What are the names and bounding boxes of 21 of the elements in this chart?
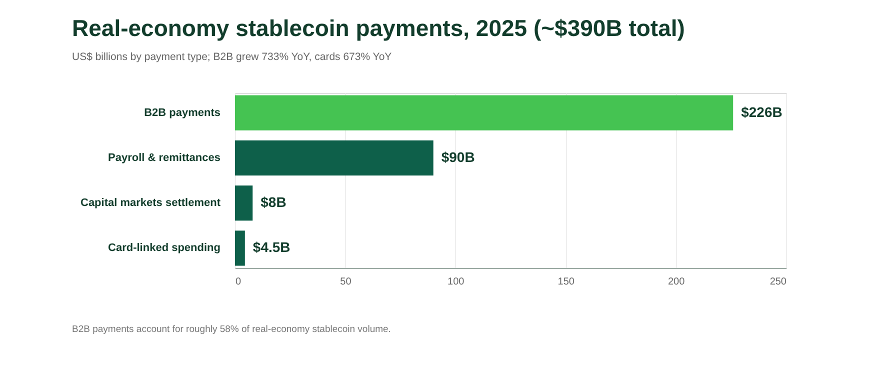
bar xyxy=(235,95,734,130)
bar xyxy=(235,230,245,266)
bar xyxy=(235,185,253,221)
data-label: $90B xyxy=(441,148,475,165)
y-tick-label: Card-linked spending xyxy=(108,242,220,254)
data-label: $4.5B xyxy=(252,239,290,256)
chart-title: Real-economy stablecoin payments, 2025 (~$390B total) xyxy=(72,15,685,41)
x-tick-label: 250 xyxy=(770,276,787,288)
x-tick-label: 150 xyxy=(558,276,575,288)
x-tick-label: 200 xyxy=(668,276,686,288)
y-tick-label: B2B payments xyxy=(144,106,220,119)
text: B2B payments account for roughly 58% of real-economy stablecoin volume. xyxy=(72,324,391,335)
bar xyxy=(235,140,434,176)
chart-subtitle: US$ billions by payment type; B2B grew 733% YoY, cards 673% YoY xyxy=(72,51,392,63)
y-tick-label: Capital markets settlement xyxy=(80,197,221,210)
y-tick-label: Payroll & remittances xyxy=(108,152,220,164)
x-tick-label: 50 xyxy=(340,276,352,288)
data-label: $8B xyxy=(260,194,286,210)
x-tick-label: 0 xyxy=(236,276,242,288)
x-tick-label: 100 xyxy=(448,276,465,288)
data-label: $226B xyxy=(741,104,782,120)
